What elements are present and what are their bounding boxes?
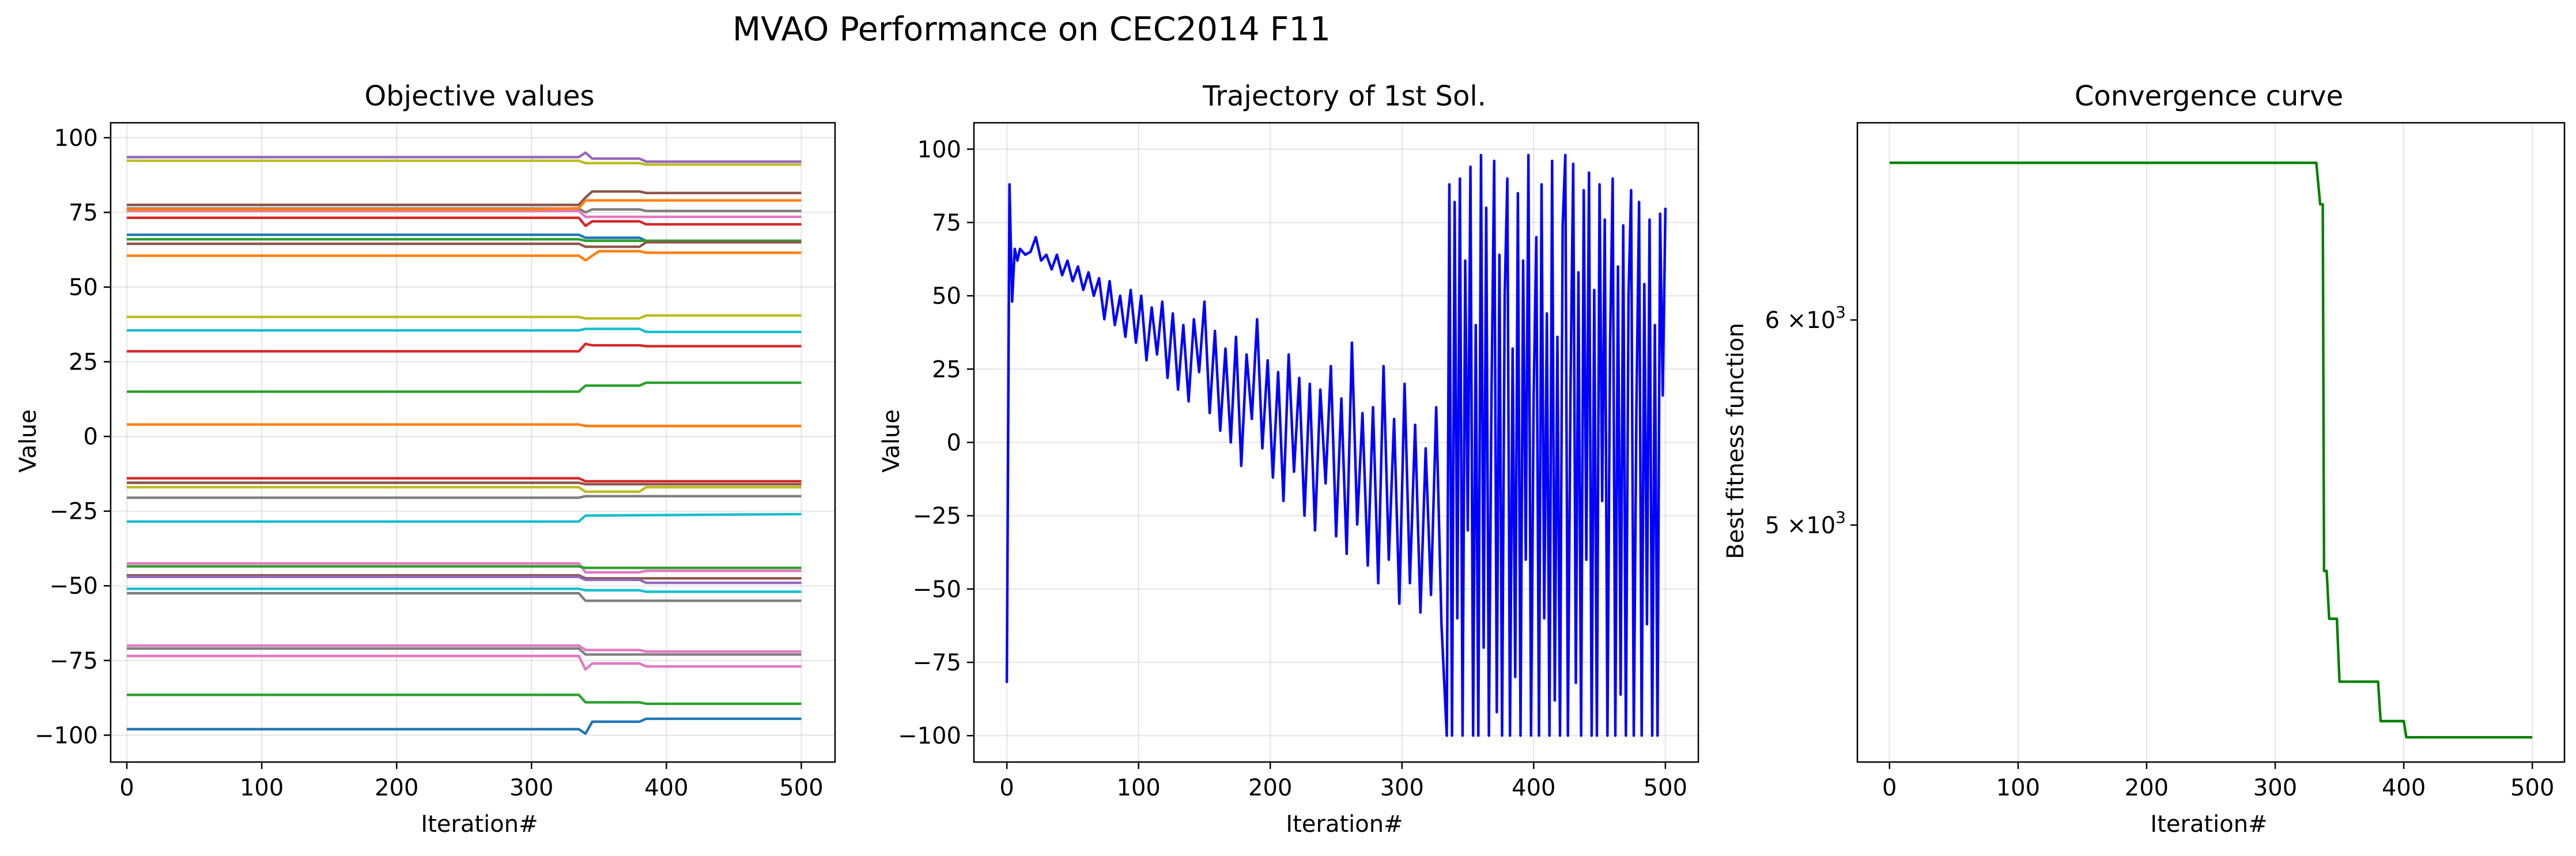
- x-tick-label: 0: [1882, 775, 1897, 801]
- figure-suptitle: MVAO Performance on CEC2014 F11: [732, 10, 1331, 48]
- series-line: [127, 654, 802, 671]
- x-tick-label: 100: [1996, 775, 2040, 801]
- y-tick-label: −25: [50, 499, 98, 525]
- y-tick-label: 100: [54, 125, 98, 152]
- x-tick-label: 200: [375, 775, 418, 801]
- y-tick-label: −100: [898, 723, 961, 749]
- y-tick-label: −50: [50, 573, 98, 599]
- x-tick-label: 300: [2253, 775, 2297, 801]
- y-tick-label: −75: [50, 648, 98, 674]
- x-tick-label: 200: [2125, 775, 2169, 801]
- series-line: [127, 327, 802, 333]
- x-axis-label: Iteration#: [1286, 811, 1403, 838]
- y-tick-label: −100: [35, 722, 98, 749]
- x-tick-label: 300: [509, 775, 553, 801]
- series-line: [127, 199, 802, 211]
- series-line: [127, 693, 802, 706]
- y-tick-label: 75: [69, 199, 98, 226]
- series-line: [127, 486, 802, 493]
- y-tick-label: 5 ×103: [1765, 508, 1846, 539]
- x-tick-label: 400: [1512, 775, 1555, 801]
- plot-frame: [1856, 122, 2566, 763]
- convergence-panel: Convergence curve Iteration# Best fitnes…: [1723, 80, 2566, 838]
- y-tick-label: 25: [69, 349, 98, 376]
- series-line: [127, 591, 802, 602]
- panel-title: Trajectory of 1st Sol.: [1202, 80, 1486, 112]
- y-tick-label: 25: [932, 356, 961, 383]
- series-line: [127, 647, 802, 656]
- x-tick-label: 0: [119, 775, 134, 801]
- series-line: [1889, 161, 2533, 739]
- y-axis-label: Value: [15, 409, 41, 473]
- series-line: [127, 314, 802, 320]
- plot-frame: [973, 122, 1699, 763]
- series-line: [127, 477, 802, 483]
- y-tick-label: −25: [913, 503, 961, 530]
- x-tick-label: 400: [644, 775, 688, 801]
- x-tick-label: 100: [1117, 775, 1161, 801]
- series-line: [127, 190, 802, 206]
- series-line: [127, 575, 802, 585]
- y-tick-label: 75: [932, 210, 961, 236]
- x-tick-label: 500: [779, 775, 823, 801]
- y-axis-label: Best fitness function: [1723, 323, 1749, 559]
- series-line: [127, 562, 802, 574]
- series-line: [127, 574, 802, 580]
- series-line: [127, 342, 802, 353]
- x-tick-label: 400: [2382, 775, 2426, 801]
- y-tick-label: 50: [932, 283, 961, 310]
- series-line: [127, 381, 802, 393]
- panel-title: Convergence curve: [2075, 80, 2343, 112]
- y-tick-label: −75: [913, 650, 961, 676]
- series-line: [127, 237, 802, 242]
- series-group: [1005, 153, 1667, 737]
- series-group: [127, 151, 802, 736]
- x-tick-label: 200: [1248, 775, 1292, 801]
- series-line: [127, 241, 802, 248]
- series-line: [127, 587, 802, 593]
- y-tick-label: −50: [913, 576, 961, 603]
- series-line: [127, 495, 802, 499]
- series-line: [127, 565, 802, 570]
- x-axis-label: Iteration#: [421, 811, 538, 838]
- x-axis-label: Iteration#: [2150, 811, 2267, 838]
- x-tick-label: 0: [999, 775, 1014, 801]
- x-tick-label: 100: [240, 775, 284, 801]
- series-line: [127, 423, 802, 428]
- panel-title: Objective values: [365, 80, 595, 112]
- series-line: [127, 644, 802, 653]
- series-line: [127, 250, 802, 262]
- series-line: [127, 159, 802, 166]
- series-line: [127, 216, 802, 227]
- series-line: [127, 512, 802, 523]
- x-tick-label: 500: [2510, 775, 2554, 801]
- series-line: [127, 209, 802, 218]
- series-line: [127, 717, 802, 736]
- objective-values-panel: Objective values Iteration# Value 0 100 20…: [15, 80, 836, 838]
- y-axis-label: Value: [878, 409, 905, 473]
- series-line: [127, 481, 802, 486]
- y-tick-label: 0: [84, 424, 98, 450]
- y-tick-label: 0: [947, 430, 961, 457]
- x-tick-label: 500: [1644, 775, 1687, 801]
- x-tick-label: 300: [1380, 775, 1424, 801]
- y-tick-label: 50: [69, 274, 98, 301]
- y-tick-label: 100: [917, 137, 961, 163]
- series-line: [127, 151, 802, 163]
- trajectory-panel: Trajectory of 1st Sol. Iteration# Value …: [878, 80, 1699, 838]
- y-tick-label: 6 ×103: [1765, 303, 1846, 334]
- series-group: [1889, 161, 2533, 739]
- series-line: [1005, 153, 1667, 737]
- plot-frame: [109, 122, 836, 763]
